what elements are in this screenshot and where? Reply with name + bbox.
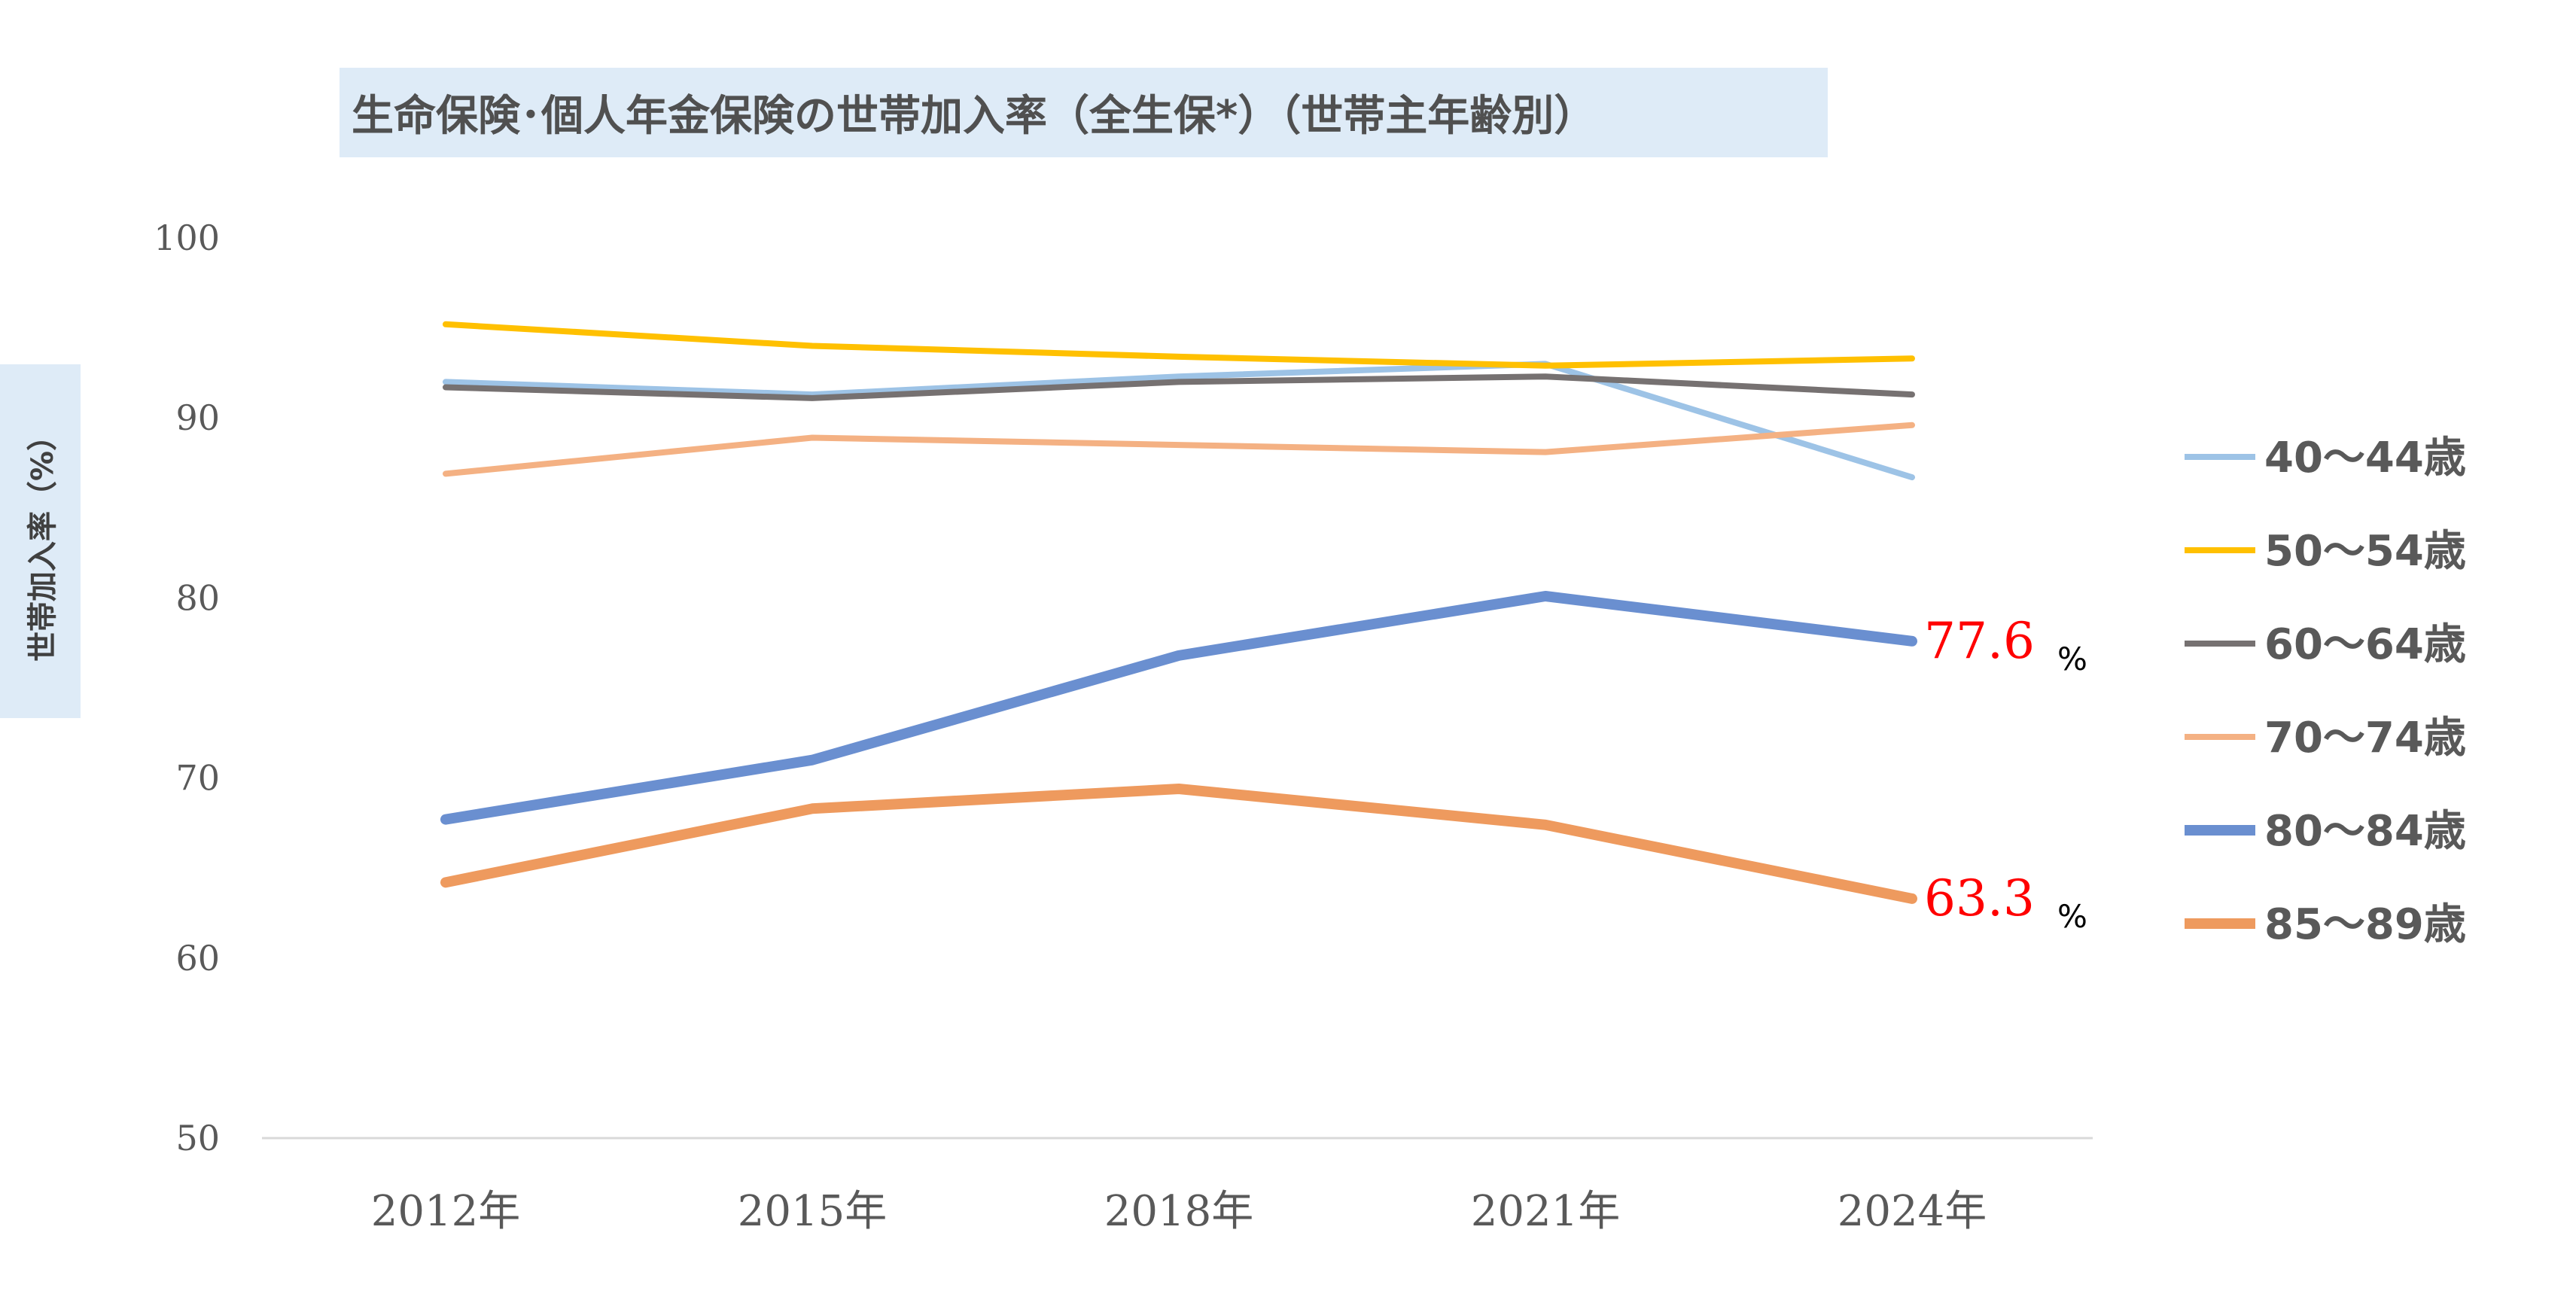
legend-label: 50～54歳 bbox=[2264, 527, 2466, 576]
legend: 40～44歳 50～54歳 60～64歳 70～74歳 80～84歳 85～89歳 bbox=[2185, 434, 2466, 949]
x-tick-label: 2024年 bbox=[1838, 1187, 1987, 1236]
x-tick-label: 2012年 bbox=[371, 1187, 521, 1236]
series-line bbox=[443, 373, 1915, 401]
y-tick-label: 100 bbox=[154, 218, 220, 258]
series-line bbox=[443, 422, 1915, 477]
data-label-value: 63.3 bbox=[1924, 869, 2035, 927]
legend-label: 60～64歳 bbox=[2264, 620, 2466, 669]
annotation-layer: 77.6 % 63.3% bbox=[1924, 612, 2087, 935]
series-line bbox=[443, 321, 1915, 369]
series-line bbox=[440, 591, 1917, 825]
legend-label: 80～84歳 bbox=[2264, 807, 2466, 856]
y-axis-label-box: 世帯加入率（%） bbox=[0, 364, 81, 718]
x-tick-label: 2018年 bbox=[1104, 1187, 1254, 1236]
data-label-value: 77.6 bbox=[1924, 612, 2035, 670]
chart-title-box: 生命保険･個人年金保険の世帯加入率（全生保*）（世帯主年齢別） bbox=[340, 68, 1828, 157]
y-tick-label: 70 bbox=[175, 758, 220, 799]
data-label-unit: % bbox=[2057, 898, 2087, 935]
y-tick-label: 50 bbox=[175, 1118, 220, 1158]
data-label-unit: % bbox=[2057, 641, 2087, 677]
x-tick-label: 2021年 bbox=[1471, 1187, 1621, 1236]
series-layer bbox=[440, 321, 1917, 904]
y-tick-label: 80 bbox=[175, 577, 220, 618]
legend-label: 85～89歳 bbox=[2264, 900, 2466, 949]
legend-label: 40～44歳 bbox=[2264, 434, 2466, 482]
y-tick-label: 90 bbox=[175, 397, 220, 438]
chart-title: 生命保険･個人年金保険の世帯加入率（全生保*）（世帯主年齢別） bbox=[352, 92, 1597, 141]
y-tick-label: 60 bbox=[175, 938, 220, 979]
series-line bbox=[443, 361, 1915, 481]
x-tick-label: 2015年 bbox=[738, 1187, 888, 1236]
legend-label: 70～74歳 bbox=[2264, 714, 2466, 763]
series-line bbox=[440, 784, 1917, 904]
axis-layer: 50 60 70 80 90 100 2012年 2015年 2018年 2021年 2024年 bbox=[154, 218, 2093, 1236]
y-axis-label: 世帯加入率（%） bbox=[26, 420, 60, 662]
